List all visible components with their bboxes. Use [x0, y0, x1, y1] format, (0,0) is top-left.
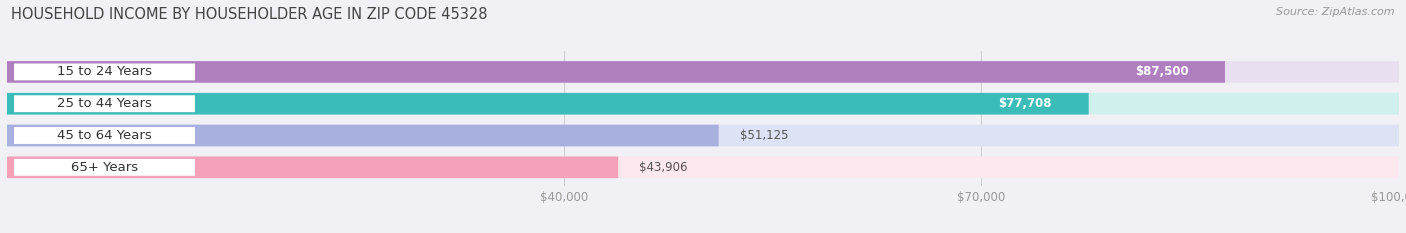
Text: $77,708: $77,708 [998, 97, 1052, 110]
FancyBboxPatch shape [7, 125, 718, 146]
FancyBboxPatch shape [7, 157, 619, 178]
FancyBboxPatch shape [7, 61, 1225, 83]
Text: $51,125: $51,125 [740, 129, 787, 142]
FancyBboxPatch shape [1109, 64, 1213, 80]
FancyBboxPatch shape [7, 157, 1399, 178]
Text: $43,906: $43,906 [640, 161, 688, 174]
Text: 65+ Years: 65+ Years [70, 161, 138, 174]
FancyBboxPatch shape [14, 64, 195, 80]
FancyBboxPatch shape [7, 61, 1399, 83]
FancyBboxPatch shape [14, 127, 195, 144]
Text: 45 to 64 Years: 45 to 64 Years [58, 129, 152, 142]
Text: 15 to 24 Years: 15 to 24 Years [58, 65, 152, 79]
FancyBboxPatch shape [7, 125, 1399, 146]
Text: Source: ZipAtlas.com: Source: ZipAtlas.com [1277, 7, 1395, 17]
Text: HOUSEHOLD INCOME BY HOUSEHOLDER AGE IN ZIP CODE 45328: HOUSEHOLD INCOME BY HOUSEHOLDER AGE IN Z… [11, 7, 488, 22]
Text: $87,500: $87,500 [1135, 65, 1188, 79]
Text: 25 to 44 Years: 25 to 44 Years [58, 97, 152, 110]
FancyBboxPatch shape [14, 159, 195, 176]
FancyBboxPatch shape [7, 93, 1399, 115]
FancyBboxPatch shape [7, 93, 1088, 115]
FancyBboxPatch shape [973, 96, 1077, 112]
FancyBboxPatch shape [14, 95, 195, 112]
